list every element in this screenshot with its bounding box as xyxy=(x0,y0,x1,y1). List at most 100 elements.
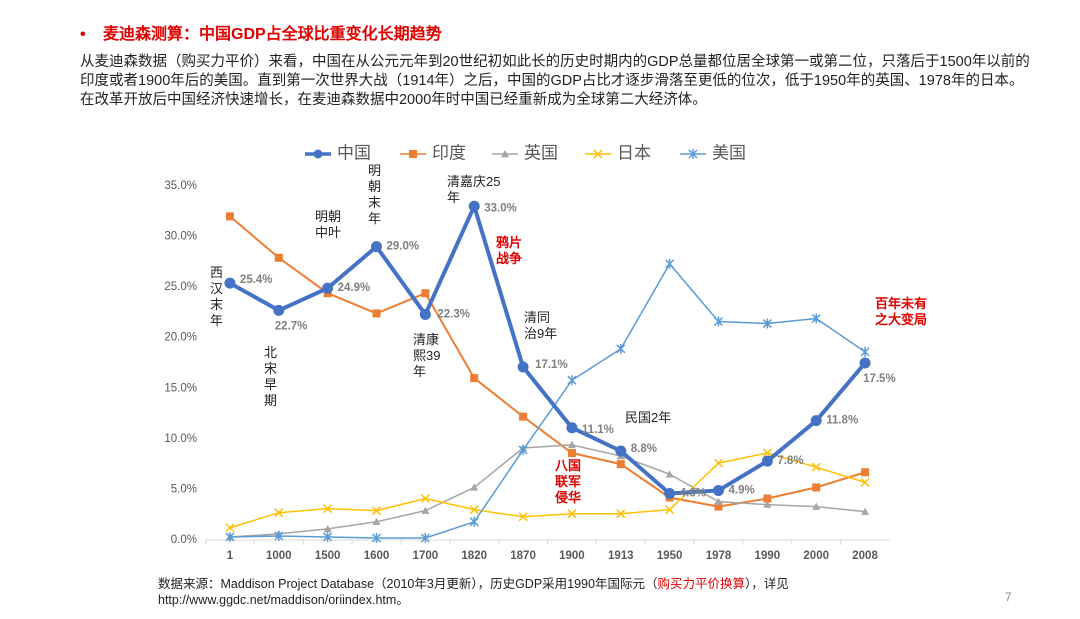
point xyxy=(469,516,479,527)
point xyxy=(273,304,285,316)
x-tick-label: 1600 xyxy=(364,550,390,562)
y-tick-label: 30.0% xyxy=(164,231,197,243)
point xyxy=(861,468,870,477)
point xyxy=(323,524,332,533)
legend-item: 中国 xyxy=(305,143,371,162)
point xyxy=(224,277,236,289)
point xyxy=(811,313,821,324)
legend-marker xyxy=(593,149,603,159)
legend-label: 英国 xyxy=(524,143,558,162)
point xyxy=(812,483,821,492)
point xyxy=(811,462,821,472)
point xyxy=(859,357,871,369)
point xyxy=(470,374,479,383)
legend-label: 美国 xyxy=(712,143,746,162)
data-label: 24.9% xyxy=(338,282,371,294)
y-tick-label: 25.0% xyxy=(164,281,197,293)
point xyxy=(225,523,235,533)
source-note: 数据来源：Maddison Project Database（2010年3月更新… xyxy=(158,576,878,608)
x-tick-label: 1990 xyxy=(755,550,781,562)
data-label: 29.0% xyxy=(387,241,420,253)
legend-label: 日本 xyxy=(617,143,651,162)
point xyxy=(762,448,772,458)
point xyxy=(421,289,430,298)
data-label: 17.1% xyxy=(535,359,568,371)
annotation: 民国2年 xyxy=(625,410,672,425)
point xyxy=(371,241,382,253)
x-tick-label: 2008 xyxy=(852,550,878,562)
page-number: 7 xyxy=(1005,590,1012,604)
annotation: 清同治9年 xyxy=(524,310,558,341)
point xyxy=(566,422,578,434)
series-line xyxy=(229,215,866,508)
point xyxy=(517,361,529,373)
point xyxy=(519,412,528,421)
annotation: 鸦片战争 xyxy=(496,235,523,266)
point xyxy=(714,497,723,505)
x-tick-label: 1913 xyxy=(608,550,634,562)
x-tick-label: 1900 xyxy=(559,550,585,562)
point xyxy=(323,531,333,542)
point xyxy=(225,212,234,221)
data-label: 33.0% xyxy=(484,202,517,214)
x-tick-label: 1870 xyxy=(510,550,536,562)
data-label: 11.1% xyxy=(582,424,614,436)
y-tick-label: 35.0% xyxy=(164,180,197,192)
point xyxy=(567,449,576,458)
point xyxy=(763,500,772,508)
point xyxy=(664,487,676,499)
slide-title: 麦迪森测算：中国GDP占全球比重变化长期趋势 xyxy=(80,20,442,44)
point xyxy=(274,508,284,518)
point xyxy=(323,504,333,514)
legend-item: 英国 xyxy=(492,143,558,162)
point xyxy=(861,507,870,515)
data-label: 4.6% xyxy=(680,488,706,500)
y-tick-label: 10.0% xyxy=(164,433,197,445)
point xyxy=(860,346,870,357)
x-tick-label: 1500 xyxy=(315,550,341,562)
point xyxy=(470,483,479,491)
y-tick-label: 5.0% xyxy=(171,483,197,495)
point xyxy=(372,517,381,525)
annotation: 明朝末年 xyxy=(368,163,382,226)
data-label: 25.4% xyxy=(240,274,273,286)
y-tick-label: 0.0% xyxy=(171,534,197,546)
point xyxy=(420,494,430,504)
point xyxy=(225,531,235,542)
legend-item: 印度 xyxy=(400,143,466,162)
annotation: 清嘉庆25年 xyxy=(447,174,501,205)
point xyxy=(274,253,283,262)
point xyxy=(616,343,626,354)
annotation: 清康熙39年 xyxy=(413,332,441,379)
point xyxy=(812,502,821,510)
point xyxy=(713,484,724,496)
legend-item: 美国 xyxy=(680,143,746,162)
point xyxy=(274,530,284,541)
x-tick-label: 1950 xyxy=(657,550,683,562)
legend-label: 中国 xyxy=(337,143,371,162)
y-tick-label: 20.0% xyxy=(164,332,197,344)
point xyxy=(761,455,773,467)
point xyxy=(665,258,675,269)
data-label: 4.9% xyxy=(729,484,755,496)
point xyxy=(713,316,724,327)
point xyxy=(421,506,430,514)
point xyxy=(762,318,772,329)
annotation: 西汉末年 xyxy=(210,265,224,328)
legend-marker xyxy=(501,150,509,158)
source-text: ），详见http://www.ggdc.net/maddison/oriinde… xyxy=(158,577,789,607)
point xyxy=(616,509,626,519)
x-tick-label: 1978 xyxy=(706,550,732,562)
x-tick-label: 2000 xyxy=(803,550,829,562)
legend-marker xyxy=(313,149,323,159)
series-line xyxy=(229,444,866,538)
point xyxy=(567,375,577,386)
point xyxy=(713,458,724,468)
annotation: 北宋早期 xyxy=(264,345,278,408)
annotation: 明朝中叶 xyxy=(315,209,342,240)
point xyxy=(665,470,674,478)
annotation: 百年未有之大变局 xyxy=(875,296,928,327)
point xyxy=(371,532,382,543)
data-label: 22.3% xyxy=(437,308,470,320)
